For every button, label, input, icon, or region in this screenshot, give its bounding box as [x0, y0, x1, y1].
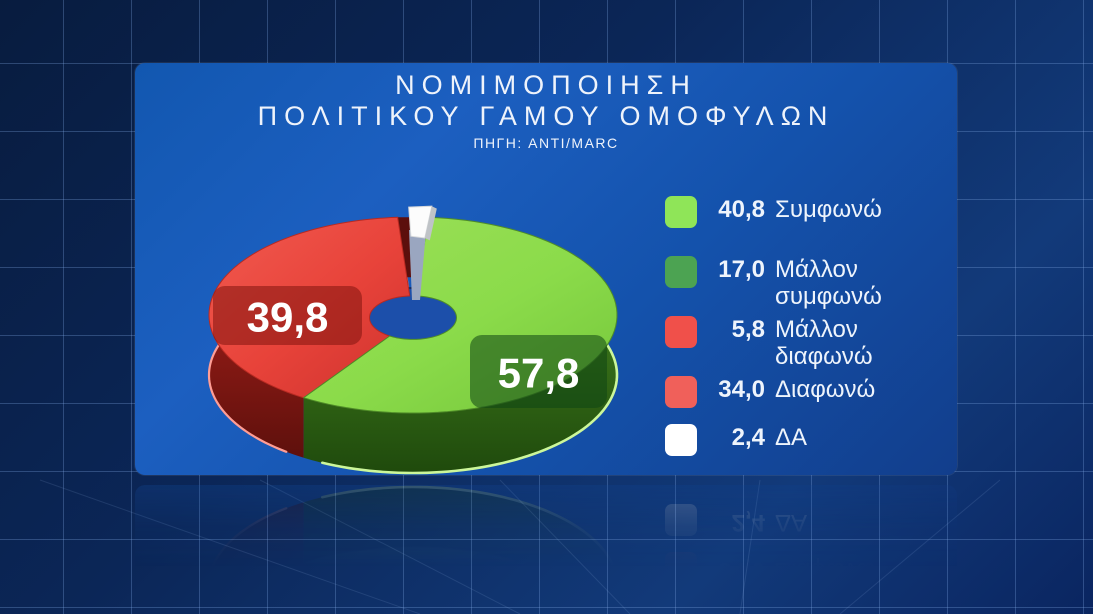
svg-text:39,8: 39,8: [247, 294, 329, 341]
svg-text:57,8: 57,8: [498, 350, 580, 397]
